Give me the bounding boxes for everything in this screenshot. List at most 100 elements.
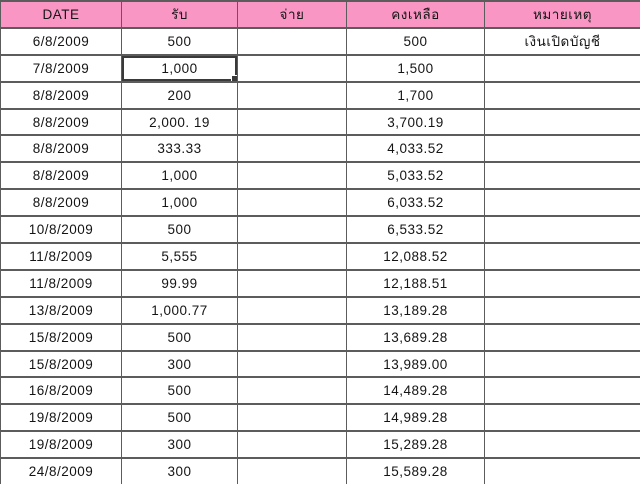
cell-receive[interactable]: 500: [121, 26, 238, 56]
cell-balance[interactable]: 6,533.52: [346, 215, 485, 245]
cell-receive[interactable]: 300: [121, 349, 238, 379]
cell-receive[interactable]: 333.33: [121, 134, 238, 164]
fill-handle[interactable]: [231, 74, 237, 80]
cell-note[interactable]: [484, 403, 640, 433]
cell-note[interactable]: [484, 376, 640, 406]
cell-pay[interactable]: [237, 53, 347, 83]
cell-date[interactable]: 11/8/2009: [0, 242, 122, 271]
cell-receive[interactable]: 200: [121, 80, 238, 110]
cell-pay[interactable]: [237, 188, 347, 218]
cell-balance[interactable]: 1,700: [346, 80, 485, 110]
cell-receive[interactable]: 500: [121, 403, 238, 433]
cell-balance[interactable]: 12,088.52: [346, 242, 485, 271]
header-cell-balance[interactable]: คงเหลือ: [346, 0, 485, 29]
cell-balance[interactable]: 1,500: [346, 53, 485, 83]
cell-balance[interactable]: 13,989.00: [346, 349, 485, 379]
cell-date[interactable]: 15/8/2009: [0, 322, 122, 352]
cell-date[interactable]: 7/8/2009: [0, 53, 122, 83]
cell-receive[interactable]: 500: [121, 215, 238, 245]
cell-pay[interactable]: [237, 268, 347, 298]
cell-date[interactable]: 19/8/2009: [0, 403, 122, 433]
cell-note[interactable]: [484, 457, 640, 484]
cell-balance[interactable]: 15,589.28: [346, 457, 485, 484]
cell-note[interactable]: [484, 268, 640, 298]
cell-balance[interactable]: 6,033.52: [346, 188, 485, 218]
cell-receive[interactable]: 300: [121, 457, 238, 484]
cell-pay[interactable]: [237, 457, 347, 484]
table-row: 11/8/2009 99.99 12,188.51: [0, 268, 640, 298]
cell-date[interactable]: 8/8/2009: [0, 134, 122, 164]
table-body: 6/8/2009 500 500 เงินเปิดบัญชี 7/8/2009 1,000…: [0, 26, 640, 484]
cell-balance[interactable]: 4,033.52: [346, 134, 485, 164]
cell-date[interactable]: 8/8/2009: [0, 161, 122, 191]
table-row: 8/8/2009 333.33 4,033.52: [0, 134, 640, 164]
cell-receive[interactable]: 300: [121, 430, 238, 460]
table-row: 10/8/2009 500 6,533.52: [0, 215, 640, 245]
cell-pay[interactable]: [237, 376, 347, 406]
cell-receive[interactable]: 1,000: [121, 188, 238, 218]
cell-date[interactable]: 11/8/2009: [0, 268, 122, 298]
cell-pay[interactable]: [237, 215, 347, 245]
cell-receive[interactable]: 2,000. 19: [121, 107, 238, 137]
cell-date[interactable]: 10/8/2009: [0, 215, 122, 245]
cell-receive[interactable]: 500: [121, 376, 238, 406]
cell-note[interactable]: [484, 188, 640, 218]
header-cell-note[interactable]: หมายเหตุ: [484, 0, 640, 29]
cell-date[interactable]: 16/8/2009: [0, 376, 122, 406]
cell-note[interactable]: [484, 295, 640, 325]
cell-receive[interactable]: 1,000: [121, 161, 238, 191]
table-row: 19/8/2009 300 15,289.28: [0, 430, 640, 460]
cell-balance[interactable]: 14,989.28: [346, 403, 485, 433]
cell-balance[interactable]: 3,700.19: [346, 107, 485, 137]
cell-pay[interactable]: [237, 430, 347, 460]
header-cell-receive[interactable]: รับ: [121, 0, 238, 29]
cell-date[interactable]: 8/8/2009: [0, 107, 122, 137]
cell-note[interactable]: เงินเปิดบัญชี: [484, 26, 640, 56]
cell-balance[interactable]: 13,189.28: [346, 295, 485, 325]
cell-pay[interactable]: [237, 242, 347, 271]
cell-date[interactable]: 13/8/2009: [0, 295, 122, 325]
cell-balance[interactable]: 500: [346, 26, 485, 56]
header-cell-pay[interactable]: จ่าย: [237, 0, 347, 29]
table-row: 13/8/2009 1,000.77 13,189.28: [0, 295, 640, 325]
cell-receive[interactable]: 5,555: [121, 242, 238, 271]
cell-pay[interactable]: [237, 26, 347, 56]
cell-balance[interactable]: 12,188.51: [346, 268, 485, 298]
cell-date[interactable]: 15/8/2009: [0, 349, 122, 379]
table-row: 8/8/2009 1,000 6,033.52: [0, 188, 640, 218]
header-cell-date[interactable]: DATE: [0, 0, 122, 29]
cell-note[interactable]: [484, 161, 640, 191]
cell-pay[interactable]: [237, 403, 347, 433]
cell-note[interactable]: [484, 80, 640, 110]
cell-note[interactable]: [484, 134, 640, 164]
cell-date[interactable]: 19/8/2009: [0, 430, 122, 460]
cell-receive[interactable]: 1,000: [121, 53, 238, 83]
table-row: 15/8/2009 500 13,689.28: [0, 322, 640, 352]
cell-note[interactable]: [484, 53, 640, 83]
cell-receive[interactable]: 1,000.77: [121, 295, 238, 325]
cell-pay[interactable]: [237, 107, 347, 137]
cell-note[interactable]: [484, 322, 640, 352]
cell-receive[interactable]: 99.99: [121, 268, 238, 298]
cell-balance[interactable]: 15,289.28: [346, 430, 485, 460]
cell-date[interactable]: 8/8/2009: [0, 188, 122, 218]
cell-note[interactable]: [484, 349, 640, 379]
cell-date[interactable]: 24/8/2009: [0, 457, 122, 484]
cell-pay[interactable]: [237, 295, 347, 325]
cell-pay[interactable]: [237, 349, 347, 379]
cell-pay[interactable]: [237, 322, 347, 352]
cell-date[interactable]: 8/8/2009: [0, 80, 122, 110]
cell-balance[interactable]: 14,489.28: [346, 376, 485, 406]
cell-pay[interactable]: [237, 161, 347, 191]
cell-pay[interactable]: [237, 134, 347, 164]
cell-balance[interactable]: 5,033.52: [346, 161, 485, 191]
cell-note[interactable]: [484, 242, 640, 271]
cell-date[interactable]: 6/8/2009: [0, 26, 122, 56]
cell-pay[interactable]: [237, 80, 347, 110]
table-row: 11/8/2009 5,555 12,088.52: [0, 242, 640, 271]
cell-balance[interactable]: 13,689.28: [346, 322, 485, 352]
cell-note[interactable]: [484, 430, 640, 460]
cell-note[interactable]: [484, 215, 640, 245]
cell-note[interactable]: [484, 107, 640, 137]
cell-receive[interactable]: 500: [121, 322, 238, 352]
